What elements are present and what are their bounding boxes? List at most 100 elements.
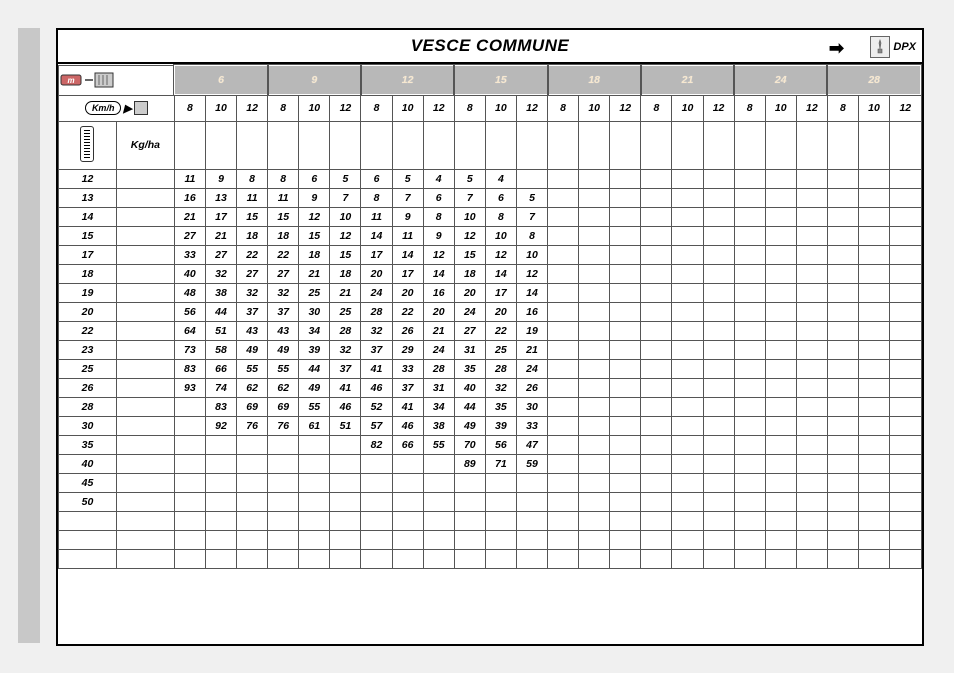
blank-cell xyxy=(485,121,516,169)
rate-cell xyxy=(579,530,610,549)
rate-cell xyxy=(827,416,858,435)
rate-cell: 31 xyxy=(454,340,485,359)
rate-cell: 4 xyxy=(423,169,454,188)
setting-value: 45 xyxy=(59,473,117,492)
rate-cell: 20 xyxy=(392,283,423,302)
rate-cell xyxy=(423,511,454,530)
rate-cell xyxy=(827,530,858,549)
rate-cell xyxy=(890,245,921,264)
rate-cell xyxy=(485,473,516,492)
rate-cell xyxy=(858,169,889,188)
speed-header: 12 xyxy=(516,95,547,121)
speed-header: 8 xyxy=(268,95,299,121)
rate-cell xyxy=(734,473,765,492)
rate-cell xyxy=(548,245,579,264)
rate-cell xyxy=(672,511,703,530)
rate-cell xyxy=(672,416,703,435)
rate-cell xyxy=(765,340,796,359)
dpx-label: DPX xyxy=(893,41,916,53)
rate-cell: 69 xyxy=(268,397,299,416)
rate-cell: 12 xyxy=(485,245,516,264)
speed-icon-cell: Km/h ▶ xyxy=(59,95,175,121)
rate-cell xyxy=(579,340,610,359)
rate-cell xyxy=(548,207,579,226)
rate-cell: 30 xyxy=(516,397,547,416)
blank-cell xyxy=(703,121,734,169)
rate-cell xyxy=(205,454,236,473)
blank-cell xyxy=(116,359,174,378)
speed-header: 8 xyxy=(454,95,485,121)
rate-cell xyxy=(423,454,454,473)
rate-cell xyxy=(796,549,827,568)
setting-value xyxy=(59,511,117,530)
width-header: 24 xyxy=(734,65,827,95)
rate-cell xyxy=(641,264,672,283)
rate-cell xyxy=(237,511,268,530)
rate-cell xyxy=(796,359,827,378)
rate-cell xyxy=(641,188,672,207)
rate-cell: 8 xyxy=(237,169,268,188)
blank-cell xyxy=(330,121,361,169)
rate-cell xyxy=(548,169,579,188)
rate-cell: 52 xyxy=(361,397,392,416)
rate-cell xyxy=(765,169,796,188)
rate-cell xyxy=(827,359,858,378)
speed-header: 10 xyxy=(299,95,330,121)
rate-cell xyxy=(890,321,921,340)
rate-cell: 62 xyxy=(237,378,268,397)
rate-cell xyxy=(703,302,734,321)
rate-cell xyxy=(548,511,579,530)
blank-cell xyxy=(672,121,703,169)
rate-cell: 7 xyxy=(516,207,547,226)
rate-cell xyxy=(579,207,610,226)
rate-cell xyxy=(641,245,672,264)
blank-cell xyxy=(641,121,672,169)
setting-value: 14 xyxy=(59,207,117,226)
setting-value: 19 xyxy=(59,283,117,302)
rate-cell xyxy=(610,454,641,473)
rate-cell: 18 xyxy=(268,226,299,245)
rate-cell xyxy=(641,340,672,359)
rate-cell xyxy=(890,207,921,226)
rate-cell xyxy=(299,492,330,511)
rate-cell xyxy=(827,321,858,340)
rate-cell xyxy=(796,340,827,359)
rate-cell xyxy=(672,473,703,492)
speed-header: 12 xyxy=(796,95,827,121)
rate-cell xyxy=(392,492,423,511)
rate-cell xyxy=(734,378,765,397)
rate-cell xyxy=(672,264,703,283)
seeding-rate-table: m 6 9 12 15 18 21 24 28 Km/h ▶ xyxy=(58,64,922,569)
rate-cell xyxy=(796,492,827,511)
blank-cell xyxy=(548,121,579,169)
blank-cell xyxy=(116,283,174,302)
rate-cell xyxy=(858,226,889,245)
rate-cell xyxy=(827,245,858,264)
rate-cell xyxy=(827,492,858,511)
rate-cell: 8 xyxy=(361,188,392,207)
rate-cell: 28 xyxy=(485,359,516,378)
speed-header: 8 xyxy=(361,95,392,121)
rate-cell xyxy=(392,454,423,473)
rate-cell xyxy=(392,473,423,492)
speed-header: 12 xyxy=(330,95,361,121)
rate-cell xyxy=(765,435,796,454)
rate-cell xyxy=(796,283,827,302)
rate-cell: 28 xyxy=(330,321,361,340)
rate-cell xyxy=(548,188,579,207)
table-sheet: VESCE COMMUNE ➡ DPX xyxy=(56,28,924,646)
rate-cell: 20 xyxy=(485,302,516,321)
setting-value: 12 xyxy=(59,169,117,188)
rate-cell: 93 xyxy=(174,378,205,397)
speed-header: 10 xyxy=(858,95,889,121)
rate-cell: 37 xyxy=(268,302,299,321)
rate-cell xyxy=(734,245,765,264)
rate-cell: 12 xyxy=(423,245,454,264)
rate-cell: 11 xyxy=(392,226,423,245)
rate-cell xyxy=(205,530,236,549)
rate-cell: 7 xyxy=(330,188,361,207)
rate-cell xyxy=(268,435,299,454)
rate-cell xyxy=(423,530,454,549)
rate-cell: 21 xyxy=(205,226,236,245)
rate-cell: 37 xyxy=(330,359,361,378)
